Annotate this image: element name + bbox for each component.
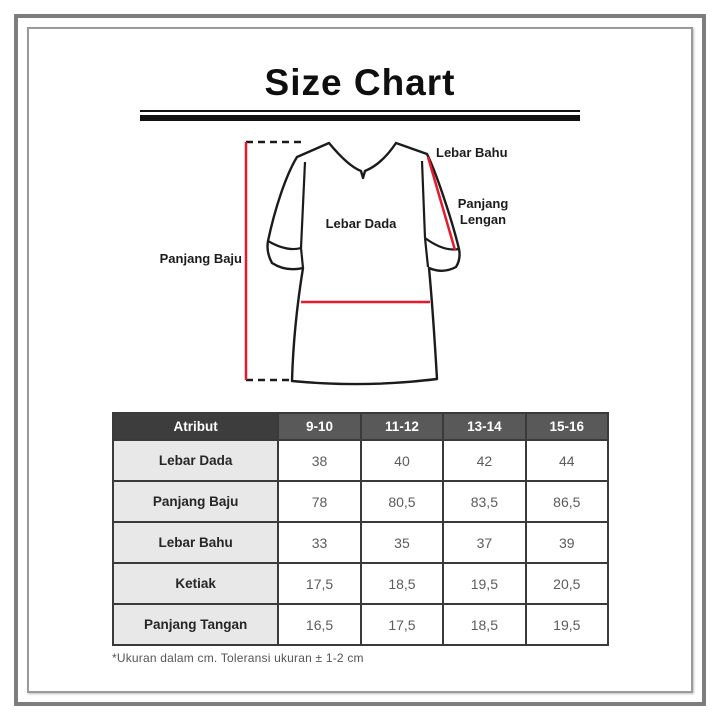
header-cell-size-13-14: 13-14 xyxy=(442,412,527,441)
cell-value: 38 xyxy=(277,439,362,482)
label-panjang-lengan: Panjang Lengan xyxy=(445,196,521,228)
cell-value: 44 xyxy=(524,439,610,482)
label-panjang-lengan-line2: Lengan xyxy=(459,212,507,227)
shirt-right-sleeve-inner-line xyxy=(420,160,427,239)
cell-value: 40 xyxy=(359,439,445,482)
cell-value: 17,5 xyxy=(359,603,445,646)
label-lebar-dada: Lebar Dada xyxy=(325,216,397,231)
shirt-right-cuff-line xyxy=(423,237,460,268)
row-label: Lebar Bahu xyxy=(111,521,280,564)
label-lebar-bahu: Lebar Bahu xyxy=(436,145,508,160)
label-panjang-baju: Panjang Baju xyxy=(159,251,242,266)
shirt-left-cuff-line xyxy=(267,240,305,269)
shirt-left-sleeve-inner-line xyxy=(299,161,307,249)
page-title: Size Chart xyxy=(264,62,456,103)
cell-value: 42 xyxy=(442,439,527,482)
row-label: Ketiak xyxy=(111,562,280,605)
outer-frame-border xyxy=(14,14,706,706)
table-row-panjang-baju: Panjang Baju 78 80,5 83,5 86,5 xyxy=(111,480,610,523)
cell-value: 19,5 xyxy=(524,603,610,646)
cell-value: 18,5 xyxy=(442,603,527,646)
header-cell-atribut: Atribut xyxy=(111,412,280,441)
header-cell-size-9-10: 9-10 xyxy=(277,412,362,441)
label-panjang-lengan-line1: Panjang xyxy=(457,196,509,211)
shirt-outline xyxy=(266,141,461,386)
inner-frame-border xyxy=(27,27,693,693)
title-divider xyxy=(140,110,580,121)
header-cell-size-11-12: 11-12 xyxy=(359,412,445,441)
table-row-panjang-tangan: Panjang Tangan 16,5 17,5 18,5 19,5 xyxy=(111,603,610,646)
row-label: Panjang Tangan xyxy=(111,603,280,646)
cell-value: 78 xyxy=(277,480,362,523)
cell-value: 17,5 xyxy=(277,562,362,605)
size-table-container: Atribut 9-10 11-12 13-14 15-16 Lebar Dad… xyxy=(111,412,610,646)
size-table: Atribut 9-10 11-12 13-14 15-16 Lebar Dad… xyxy=(111,412,610,646)
title-divider-thick-line xyxy=(140,115,580,121)
header-cell-size-15-16: 15-16 xyxy=(524,412,610,441)
table-row-lebar-bahu: Lebar Bahu 33 35 37 39 xyxy=(111,521,610,564)
cell-value: 80,5 xyxy=(359,480,445,523)
cell-value: 86,5 xyxy=(524,480,610,523)
cell-value: 39 xyxy=(524,521,610,564)
size-table-header-row: Atribut 9-10 11-12 13-14 15-16 xyxy=(111,412,610,441)
cell-value: 33 xyxy=(277,521,362,564)
title-divider-thin-line xyxy=(140,110,580,112)
table-row-ketiak: Ketiak 17,5 18,5 19,5 20,5 xyxy=(111,562,610,605)
table-row-lebar-dada: Lebar Dada 38 40 42 44 xyxy=(111,439,610,482)
cell-value: 20,5 xyxy=(524,562,610,605)
cell-value: 18,5 xyxy=(359,562,445,605)
cell-value: 83,5 xyxy=(442,480,527,523)
panjang-lengan-measure-line xyxy=(426,156,457,251)
row-label: Panjang Baju xyxy=(111,480,280,523)
cell-value: 16,5 xyxy=(277,603,362,646)
shirt-measurement-diagram xyxy=(244,140,461,386)
cell-value: 35 xyxy=(359,521,445,564)
row-label: Lebar Dada xyxy=(111,439,280,482)
cell-value: 19,5 xyxy=(442,562,527,605)
cell-value: 37 xyxy=(442,521,527,564)
units-tolerance-footnote: *Ukuran dalam cm. Toleransi ukuran ± 1-2… xyxy=(112,651,364,665)
